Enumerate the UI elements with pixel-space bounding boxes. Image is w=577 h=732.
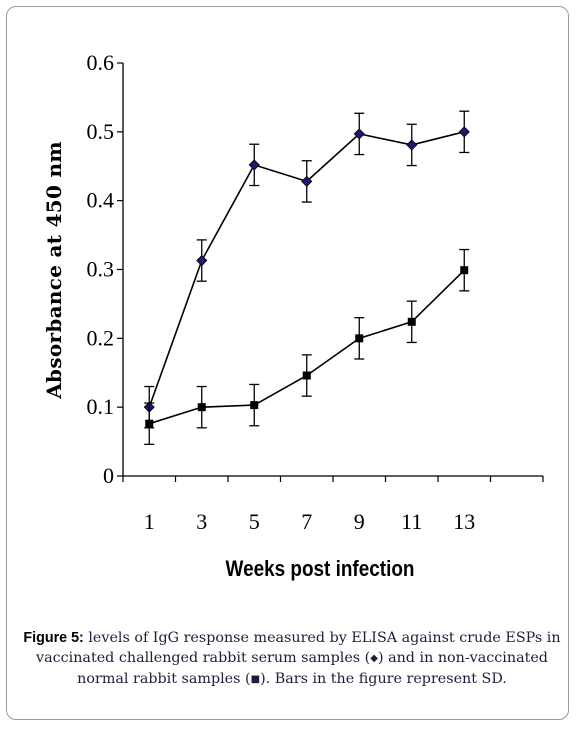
x-axis-label: Weeks post infection — [225, 556, 415, 581]
y-tick-label: 0.6 — [87, 50, 115, 75]
y-tick-label: 0.4 — [87, 188, 115, 213]
data-point-diamond — [406, 139, 418, 151]
line-chart: 00.10.20.30.40.50.6 1 3 5 7 9 11 13 — [87, 50, 544, 534]
x-tick-label: 7 — [301, 509, 312, 534]
data-point-square — [460, 266, 469, 275]
data-point-diamond — [301, 175, 313, 187]
y-axis-label: Absorbance at 450 nm — [42, 141, 66, 399]
x-tick-label: 13 — [453, 509, 475, 534]
caption-text-2: ) and in non-vaccinated normal rabbit sa… — [77, 650, 548, 687]
chart-axes — [117, 62, 544, 482]
data-point-square — [145, 419, 154, 428]
data-point-square — [302, 371, 311, 380]
y-tick-label: 0.2 — [87, 325, 115, 350]
caption-lead: Figure 5: — [23, 630, 84, 646]
x-tick-label: 11 — [401, 509, 422, 534]
caption-text-3: ). Bars in the figure represent SD. — [260, 671, 507, 687]
x-tick-label: 9 — [354, 509, 365, 534]
data-point-square — [250, 401, 259, 410]
x-tick-labels: 1 3 5 7 9 11 13 — [144, 509, 476, 534]
data-point-diamond — [196, 254, 208, 267]
figure-caption: Figure 5: levels of IgG response measure… — [22, 628, 562, 690]
square-symbol-icon: ■ — [250, 674, 261, 685]
series-diamond — [143, 110, 470, 429]
y-tick-label: 0.1 — [87, 394, 115, 419]
diamond-symbol-icon: ◆ — [370, 653, 378, 664]
y-tick-label: 0.3 — [87, 257, 115, 282]
chart-series — [143, 110, 470, 445]
figure-frame — [6, 6, 569, 720]
caption-text-1: levels of IgG response measured by ELISA… — [36, 630, 561, 666]
x-tick-label: 5 — [249, 509, 260, 534]
y-tick-labels: 0 0.1 0.2 0.3 0.4 0.5 0.6 — [87, 50, 115, 488]
data-point-diamond — [458, 126, 470, 138]
data-point-square — [407, 317, 416, 326]
data-point-diamond — [353, 128, 365, 140]
data-point-diamond — [248, 159, 260, 171]
y-tick-label: 0.5 — [87, 119, 115, 144]
data-point-square — [197, 403, 206, 412]
x-tick-label: 3 — [196, 509, 207, 534]
x-tick-label: 1 — [144, 509, 155, 534]
series-square — [144, 248, 470, 445]
y-tick-label: 0 — [103, 463, 114, 488]
series-line — [149, 269, 465, 425]
data-point-square — [355, 334, 364, 343]
